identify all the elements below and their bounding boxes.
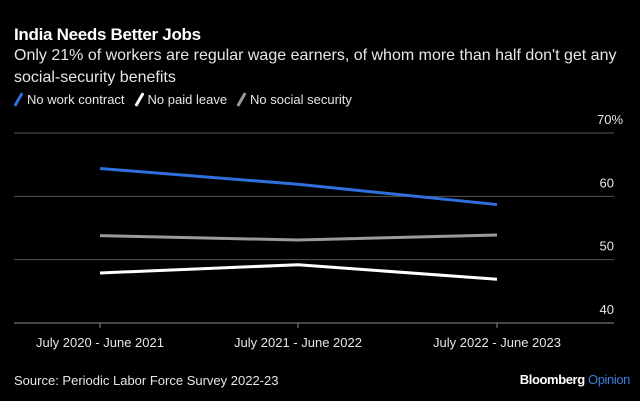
- brand-section: Opinion: [587, 372, 630, 387]
- y-tick-label: 50: [600, 239, 614, 254]
- y-tick-label: 70%: [597, 112, 623, 127]
- y-tick-label: 40: [600, 302, 614, 317]
- y-tick-label: 60: [600, 175, 614, 190]
- x-tick-label: July 2020 - June 2021: [36, 335, 164, 350]
- chart-subtitle: Only 21% of workers are regular wage ear…: [14, 47, 617, 86]
- x-tick-label: July 2022 - June 2023: [433, 335, 561, 350]
- legend-label: No paid leave: [147, 92, 228, 107]
- series-line-no-social-security: [99, 233, 498, 242]
- legend-item-no-paid-leave: No paid leave: [135, 92, 228, 107]
- brand-name: Bloomberg: [519, 372, 585, 387]
- x-tick-label: July 2021 - June 2022: [234, 335, 362, 350]
- legend-label: No work contract: [27, 92, 125, 107]
- source-note: Source: Periodic Labor Force Survey 2022…: [14, 373, 279, 388]
- series-line-no-work-contract: [99, 166, 498, 207]
- series-line-no-paid-leave: [99, 263, 498, 281]
- legend: No work contract No paid leave No social…: [14, 92, 352, 107]
- chart-title: India Needs Better Jobs: [14, 25, 201, 44]
- legend-item-no-social-security: No social security: [237, 92, 352, 107]
- legend-item-no-work-contract: No work contract: [14, 92, 125, 107]
- legend-label: No social security: [250, 92, 352, 107]
- brand-logo: Bloomberg Opinion: [519, 372, 631, 387]
